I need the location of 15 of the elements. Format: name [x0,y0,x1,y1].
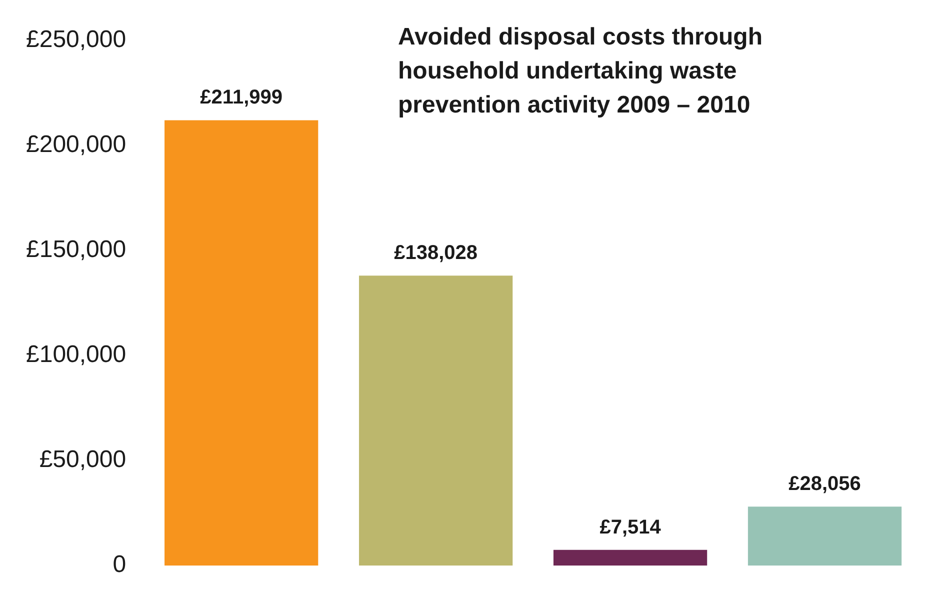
bar [358,276,513,566]
y-tick-label: £200,000 [26,131,126,158]
y-tick-label: £250,000 [26,26,126,54]
y-tick-label: £50,000 [39,446,126,474]
bar [553,550,708,566]
text: Avoided disposal costs through household undertaking waste prevention activity 2009 – 2010 [398,24,762,119]
data-label: £7,514 [600,516,662,538]
data-label: £211,999 [200,86,283,109]
y-tick-label: 0 [112,551,126,578]
data-label: £28,056 [788,473,861,496]
bar [748,506,902,566]
y-tick-label: £150,000 [26,236,126,264]
y-tick-label: £100,000 [26,341,126,368]
data-label: £138,028 [394,242,478,264]
bar [164,120,318,566]
